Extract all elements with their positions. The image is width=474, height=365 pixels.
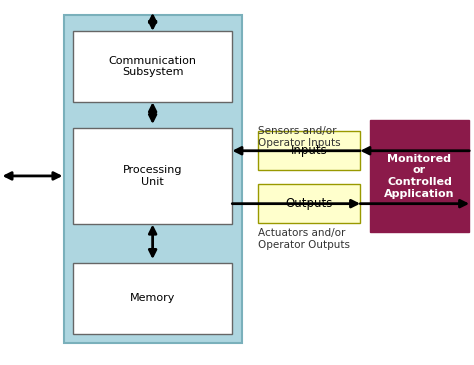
Text: Outputs: Outputs (286, 197, 333, 210)
Text: Processing
Unit: Processing Unit (123, 165, 182, 187)
Text: Communication
Subsystem: Communication Subsystem (109, 56, 197, 77)
Text: Sensors and/or
Operator Inputs: Sensors and/or Operator Inputs (258, 126, 341, 147)
Text: Inputs: Inputs (291, 144, 328, 157)
Bar (73, 263, 232, 334)
Text: Actuators and/or
Operator Outputs: Actuators and/or Operator Outputs (258, 228, 350, 250)
Bar (370, 120, 469, 232)
Text: Memory: Memory (130, 293, 175, 303)
Text: Monitored
or
Controlled
Application: Monitored or Controlled Application (384, 154, 455, 199)
Bar (258, 184, 360, 223)
Bar (73, 31, 232, 102)
Bar (64, 15, 242, 343)
Bar (73, 128, 232, 224)
Bar (258, 131, 360, 170)
